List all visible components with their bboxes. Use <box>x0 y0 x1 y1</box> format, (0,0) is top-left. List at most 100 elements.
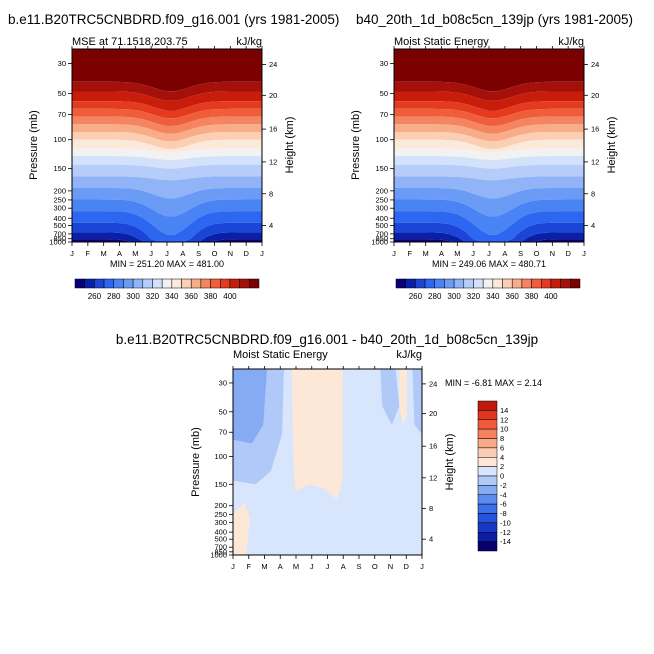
y-tick-label: 400 <box>53 214 66 223</box>
contour-band <box>394 124 584 142</box>
colorbar-swatch <box>521 278 532 289</box>
y-tick-label: 100 <box>214 452 227 461</box>
y-right-tick-label: 20 <box>591 91 599 100</box>
x-tick-label: D <box>565 249 571 258</box>
colorbar-swatch <box>132 278 144 289</box>
colorbar-swatch <box>477 466 498 477</box>
contour-band <box>394 139 584 153</box>
y-tick-label: 200 <box>53 186 66 195</box>
colorbar-swatch <box>570 278 581 289</box>
contour-band <box>72 211 262 242</box>
y-tick-label: 400 <box>375 214 388 223</box>
y-right-tick-label: 20 <box>429 409 437 418</box>
contour-band <box>394 49 584 92</box>
panel-1: b.e11.B20TRC5CNBDRD.f09_g16.001 (yrs 198… <box>8 12 339 301</box>
x-tick-label: S <box>196 249 201 258</box>
y-tick-label: 50 <box>58 89 66 98</box>
y-tick-label: 70 <box>380 110 388 119</box>
y-tick-label: 700 <box>375 229 388 238</box>
y-tick-label: 30 <box>380 59 388 68</box>
panel-3: b.e11.B20TRC5CNBDRD.f09_g16.001 - b40_20… <box>116 332 542 571</box>
y-tick-label: 150 <box>375 164 388 173</box>
colorbar-label: -12 <box>500 528 511 537</box>
contour-band <box>72 132 262 150</box>
colorbar-label: 300 <box>126 292 140 301</box>
x-tick-label: S <box>356 562 361 571</box>
colorbar-swatch <box>103 278 114 289</box>
colorbar-label: 6 <box>500 443 504 452</box>
panel-2-axes: J F M A M J J A S O N D J 30 50 70 100 150 200250300400500… <box>371 46 599 258</box>
colorbar-label: 340 <box>486 292 500 301</box>
x-tick-label: J <box>392 249 396 258</box>
colorbar-swatch <box>424 278 435 289</box>
x-tick-label: A <box>341 562 346 571</box>
colorbar-swatch <box>477 513 498 524</box>
contour-band <box>394 91 584 111</box>
x-tick-label: J <box>582 249 586 258</box>
y-tick-label: 150 <box>53 164 66 173</box>
y-right-tick-label: 12 <box>591 157 599 166</box>
colorbar-swatch <box>477 410 498 420</box>
panel-2-title: b40_20th_1d_b08c5cn_139jp (yrs 1981-2005… <box>356 12 633 27</box>
panel-2-stats: MIN = 249.06 MAX = 480.71 <box>432 259 546 269</box>
colorbar-swatch <box>239 278 250 289</box>
x-tick-label: O <box>534 249 540 258</box>
contour-band <box>394 188 584 217</box>
colorbar-label: -8 <box>500 509 507 518</box>
contour-band <box>394 132 584 150</box>
colorbar-swatch <box>477 494 498 505</box>
y-tick-label: 70 <box>58 110 66 119</box>
contour-band <box>412 369 422 435</box>
y-right-tick-label: 16 <box>591 125 599 134</box>
colorbar-swatch <box>541 278 552 289</box>
y-tick-label: 850 <box>375 234 388 243</box>
x-tick-label: M <box>101 249 107 258</box>
colorbar-swatch <box>477 532 498 542</box>
colorbar-label: 10 <box>500 425 508 434</box>
colorbar-swatch <box>200 278 211 289</box>
colorbar-label: 0 <box>500 472 504 481</box>
colorbar-label: -2 <box>500 481 507 490</box>
y-right-tick-label: 12 <box>269 157 277 166</box>
colorbar-label: -14 <box>500 537 511 546</box>
contour-band <box>72 199 262 235</box>
colorbar-label: 360 <box>185 292 199 301</box>
contour-band <box>291 369 343 500</box>
x-tick-label: F <box>246 562 251 571</box>
y-right-tick-label: 8 <box>591 189 595 198</box>
contour-band <box>394 81 584 101</box>
contour-band <box>72 108 262 126</box>
panel-2-ylabel-right: Height (km) <box>606 117 618 174</box>
colorbar-swatch <box>531 278 542 289</box>
y-tick-label: 30 <box>58 59 66 68</box>
contour-band <box>72 188 262 217</box>
colorbar-swatch <box>434 278 445 289</box>
colorbar-label: 400 <box>223 292 237 301</box>
colorbar-swatch <box>395 278 406 289</box>
panel-1-contour-plot <box>72 49 262 242</box>
x-tick-label: J <box>149 249 153 258</box>
colorbar-swatch <box>477 428 498 439</box>
contour-band <box>72 222 262 242</box>
y-tick-label: 250 <box>214 510 227 519</box>
colorbar-swatch <box>477 438 498 449</box>
x-tick-label: M <box>132 249 138 258</box>
y-tick-label: 850 <box>53 234 66 243</box>
colorbar-swatch <box>84 278 95 289</box>
y-right-tick-label: 4 <box>269 221 273 230</box>
panel-1-units: kJ/kg <box>236 36 262 48</box>
colorbar-swatch <box>477 485 498 495</box>
colorbar-swatch <box>123 278 134 289</box>
contour-band <box>394 101 584 119</box>
panel-1-axes: J F M A M J J A S O N D J 30 50 70 100 150 200250300400500… <box>49 46 277 258</box>
panel-2-ylabel: Pressure (mb) <box>350 110 362 180</box>
x-tick-label: N <box>550 249 555 258</box>
colorbar-label: 14 <box>500 406 508 415</box>
panel-3-contour-plot <box>233 369 422 555</box>
y-tick-label: 1000 <box>49 238 66 247</box>
colorbar-swatch <box>492 278 503 289</box>
colorbar-label: 4 <box>500 453 504 462</box>
x-tick-label: A <box>502 249 507 258</box>
contour-band <box>394 164 584 181</box>
